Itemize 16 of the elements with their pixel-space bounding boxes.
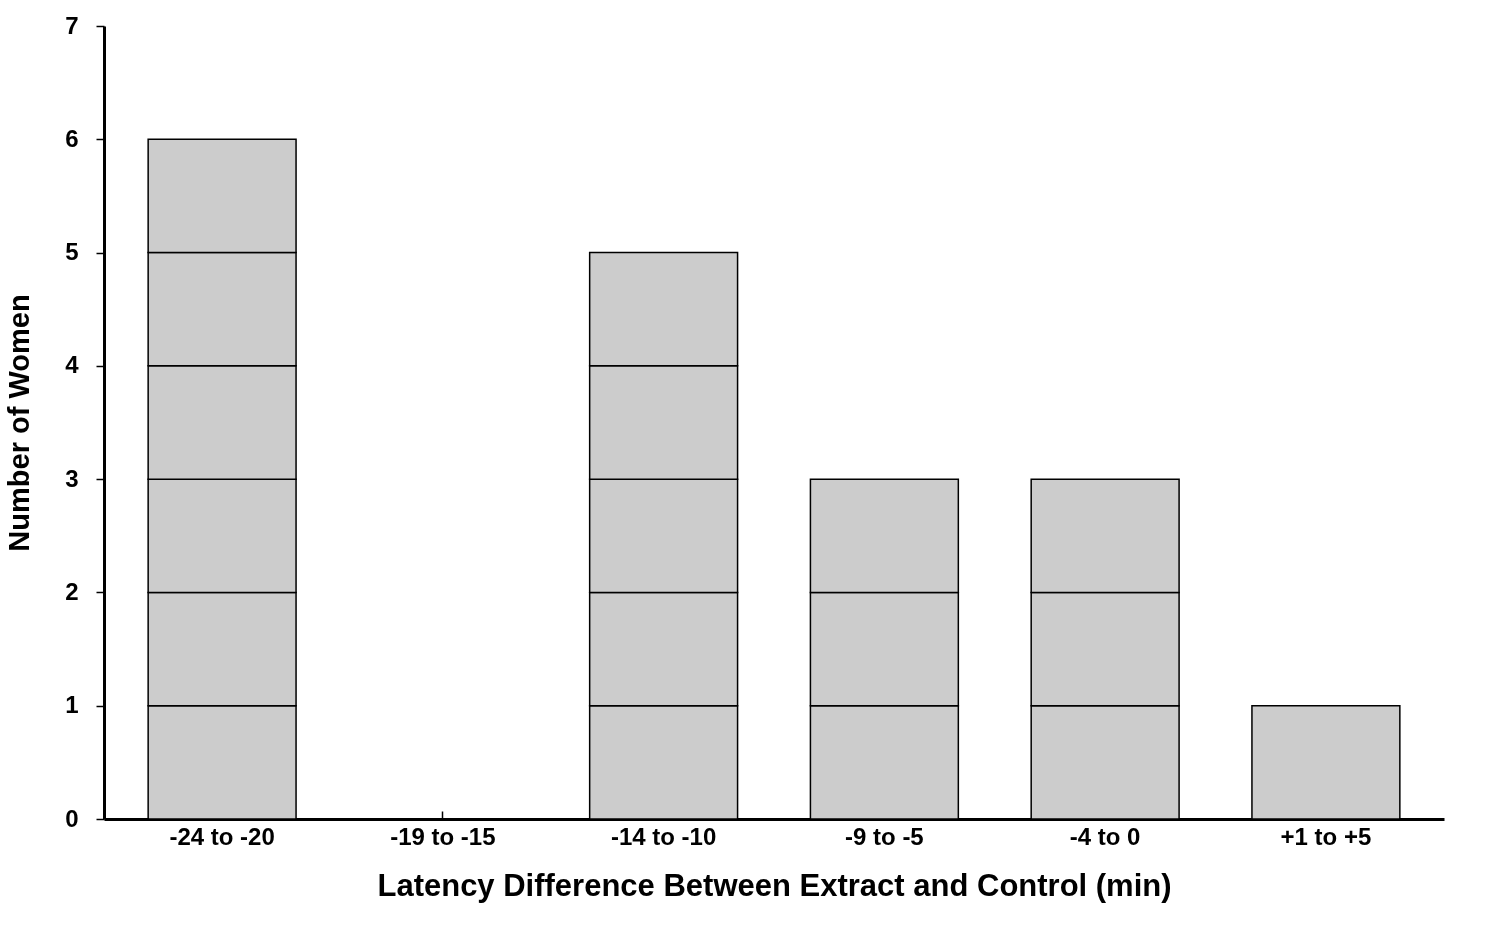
y-tick-label: 5	[65, 238, 79, 266]
x-tick-label: -9 to -5	[845, 822, 924, 850]
x-tick-label: +1 to +5	[1280, 822, 1372, 850]
x-tick-label: -19 to -15	[390, 822, 496, 850]
y-axis-title: Number of Women	[3, 294, 36, 552]
y-tick-label: 4	[65, 351, 80, 379]
x-axis-title: Latency Difference Between Extract and Control (min)	[377, 867, 1172, 903]
x-tick-label: -14 to -10	[610, 822, 717, 850]
y-tick-label: 2	[65, 577, 79, 605]
y-tick-label: 3	[65, 464, 79, 492]
x-tick-label: -4 to 0	[1069, 822, 1141, 850]
x-tick-label: -24 to -20	[169, 822, 275, 850]
y-tick-label: 1	[65, 691, 79, 719]
y-tick-label: 7	[65, 11, 79, 39]
y-tick-label: 6	[65, 124, 79, 152]
y-tick-label: 0	[65, 804, 79, 832]
